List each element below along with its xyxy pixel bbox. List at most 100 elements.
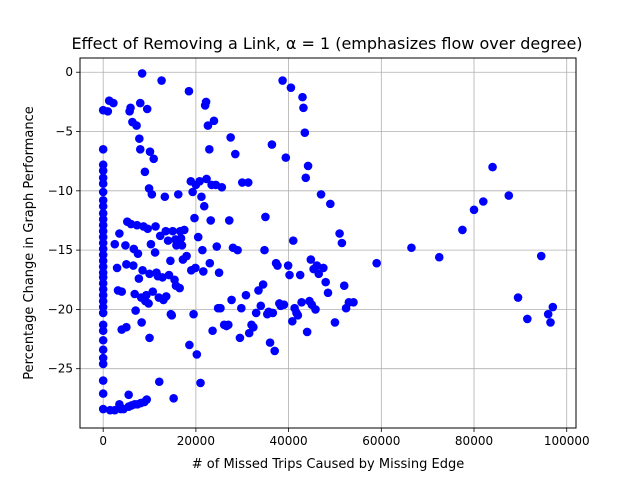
data-point bbox=[256, 301, 266, 311]
y-tick-label: 0 bbox=[65, 65, 73, 79]
data-point bbox=[198, 245, 207, 255]
data-point bbox=[143, 224, 152, 234]
data-point bbox=[434, 252, 444, 262]
data-point bbox=[536, 251, 546, 261]
data-point bbox=[251, 308, 261, 318]
x-tick-label: 0 bbox=[99, 434, 107, 448]
x-axis-label: # of Missed Trips Caused by Missing Edge bbox=[192, 457, 464, 472]
data-point bbox=[129, 261, 138, 270]
data-point bbox=[148, 287, 158, 296]
data-point bbox=[205, 258, 215, 268]
data-point bbox=[224, 320, 233, 330]
data-point bbox=[98, 326, 108, 336]
data-point bbox=[122, 322, 131, 332]
data-point bbox=[98, 250, 108, 260]
data-point bbox=[98, 187, 108, 197]
data-point bbox=[98, 244, 108, 254]
data-point bbox=[98, 238, 108, 248]
data-point bbox=[103, 107, 113, 116]
data-point bbox=[163, 236, 173, 245]
data-point bbox=[458, 225, 467, 235]
data-point bbox=[311, 305, 320, 314]
data-point bbox=[226, 133, 235, 142]
data-point bbox=[195, 177, 204, 186]
data-point bbox=[132, 121, 141, 130]
data-point bbox=[286, 83, 296, 92]
data-point bbox=[349, 297, 358, 307]
data-point bbox=[469, 205, 479, 215]
data-point bbox=[298, 92, 307, 102]
plot-frame bbox=[79, 57, 577, 429]
x-tick-label: 80000 bbox=[455, 434, 493, 448]
x-tick-label: 100000 bbox=[544, 434, 590, 448]
data-point bbox=[157, 76, 166, 85]
data-point bbox=[134, 274, 144, 283]
y-tick-label: −10 bbox=[48, 184, 73, 198]
data-point bbox=[130, 289, 139, 299]
data-point bbox=[133, 249, 143, 258]
data-point bbox=[260, 245, 269, 255]
data-point bbox=[147, 190, 157, 199]
data-point bbox=[98, 256, 108, 266]
x-tick-label: 40000 bbox=[270, 434, 308, 448]
data-point bbox=[321, 277, 330, 287]
data-point bbox=[98, 201, 108, 211]
data-point bbox=[98, 389, 108, 398]
data-point bbox=[112, 263, 122, 273]
data-point bbox=[168, 226, 178, 236]
data-point bbox=[98, 302, 108, 312]
data-point bbox=[197, 192, 206, 202]
data-point bbox=[339, 281, 349, 290]
data-point bbox=[179, 225, 189, 235]
data-point bbox=[154, 377, 164, 387]
data-point bbox=[149, 154, 159, 164]
data-point bbox=[135, 134, 144, 143]
data-point bbox=[98, 290, 108, 300]
data-point bbox=[98, 359, 108, 369]
data-point bbox=[142, 104, 152, 114]
data-point bbox=[145, 333, 154, 343]
data-point bbox=[208, 326, 217, 336]
data-point bbox=[209, 116, 219, 126]
data-point bbox=[372, 258, 381, 268]
data-point bbox=[319, 263, 328, 273]
data-point bbox=[523, 314, 532, 324]
data-point bbox=[98, 296, 108, 306]
data-point bbox=[513, 293, 523, 302]
data-point bbox=[98, 279, 108, 288]
data-point bbox=[161, 226, 171, 236]
data-point bbox=[203, 121, 213, 130]
data-point bbox=[288, 316, 297, 326]
data-point bbox=[191, 263, 200, 273]
data-point bbox=[306, 255, 316, 264]
data-point bbox=[301, 173, 311, 183]
data-point bbox=[235, 333, 245, 343]
data-point bbox=[190, 213, 199, 223]
data-point bbox=[98, 335, 108, 345]
data-point bbox=[98, 262, 108, 272]
data-point bbox=[121, 241, 130, 250]
data-point bbox=[227, 295, 236, 305]
data-point bbox=[548, 302, 558, 312]
data-point bbox=[131, 306, 140, 315]
data-point bbox=[98, 166, 108, 175]
data-point bbox=[177, 241, 187, 250]
data-point bbox=[237, 178, 247, 187]
data-point bbox=[230, 149, 240, 159]
data-point bbox=[254, 286, 263, 295]
data-point bbox=[261, 212, 270, 222]
data-point bbox=[115, 229, 124, 238]
data-point bbox=[98, 214, 108, 224]
data-point bbox=[158, 273, 167, 282]
data-point bbox=[268, 308, 278, 318]
data-point bbox=[205, 145, 214, 154]
data-point bbox=[258, 280, 268, 289]
data-point bbox=[175, 283, 184, 293]
data-point bbox=[98, 220, 108, 230]
data-point bbox=[237, 303, 246, 313]
chart-title: Effect of Removing a Link, α = 1 (emphas… bbox=[71, 34, 582, 53]
data-point bbox=[206, 216, 216, 225]
data-point bbox=[270, 346, 279, 356]
data-point bbox=[98, 209, 108, 218]
